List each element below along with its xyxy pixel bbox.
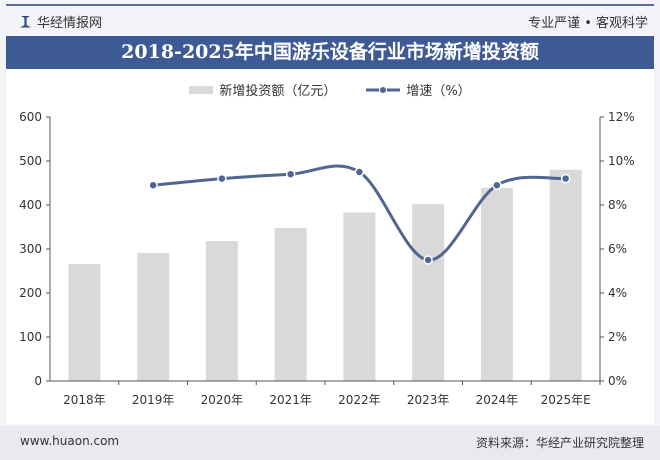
bar <box>412 204 445 381</box>
legend: 新增投资额（亿元） 增速（%） <box>0 80 660 99</box>
growth-point <box>217 173 227 184</box>
x-tick-label: 2023年 <box>407 393 450 407</box>
chart-panel <box>6 69 654 424</box>
y-tick-label-right: 10% <box>608 154 635 168</box>
x-tick-label: 2024年 <box>476 393 519 407</box>
footer-source: 资料来源：华经产业研究院整理 <box>475 436 644 450</box>
y-tick-label-left: 200 <box>19 286 42 300</box>
y-tick-label-left: 400 <box>19 198 42 212</box>
bar <box>137 252 170 381</box>
legend-bar-label: 新增投资额（亿元） <box>219 84 337 99</box>
bar <box>480 187 513 381</box>
y-tick-label-right: 4% <box>608 286 627 300</box>
y-tick-label-left: 300 <box>19 242 42 256</box>
x-tick-label: 2019年 <box>132 393 175 407</box>
growth-point <box>148 180 158 190</box>
bar-swatch <box>189 85 214 94</box>
y-tick-label-left: 600 <box>19 110 42 124</box>
legend-line: 增速（%） <box>366 80 471 99</box>
y-tick-label-right: 8% <box>608 198 627 212</box>
y-tick-label-right: 12% <box>608 110 635 124</box>
growth-point <box>285 169 296 179</box>
footer-url: www.huaon.com <box>20 434 120 448</box>
x-tick-label: 2025年E <box>541 393 591 407</box>
chart-title: 2018-2025年中国游乐设备行业市场新增投资额 <box>6 36 654 69</box>
y-tick-label-left: 0 <box>34 374 42 388</box>
x-tick-label: 2018年 <box>63 393 106 407</box>
slogan: 专业严谨 • 客观科学 <box>528 16 648 31</box>
logo-text: 华经情报网 <box>37 16 103 31</box>
logo-icon <box>20 15 31 28</box>
bar <box>68 263 101 381</box>
x-tick-label: 2021年 <box>269 393 312 407</box>
line-swatch <box>366 85 401 94</box>
legend-bar: 新增投资额（亿元） <box>189 80 336 99</box>
bar <box>205 241 238 381</box>
y-tick-label-left: 100 <box>19 330 42 344</box>
x-tick-label: 2022年 <box>338 393 381 407</box>
y-tick-label-right: 0% <box>608 374 627 388</box>
y-tick-label-right: 2% <box>608 330 627 344</box>
bar <box>343 212 376 381</box>
growth-point <box>492 180 502 190</box>
bar <box>549 169 582 381</box>
growth-point <box>560 173 571 184</box>
growth-point <box>354 167 365 177</box>
y-tick-label-right: 6% <box>608 242 627 256</box>
bar <box>274 227 307 381</box>
y-tick-label-left: 500 <box>19 154 42 168</box>
x-tick-label: 2020年 <box>201 393 244 407</box>
logo: 华经情报网 <box>20 12 102 31</box>
legend-line-label: 增速（%） <box>406 84 471 99</box>
top-rule <box>6 4 654 6</box>
growth-point <box>423 255 433 265</box>
footer: www.huaon.com 资料来源：华经产业研究院整理 <box>0 426 660 460</box>
